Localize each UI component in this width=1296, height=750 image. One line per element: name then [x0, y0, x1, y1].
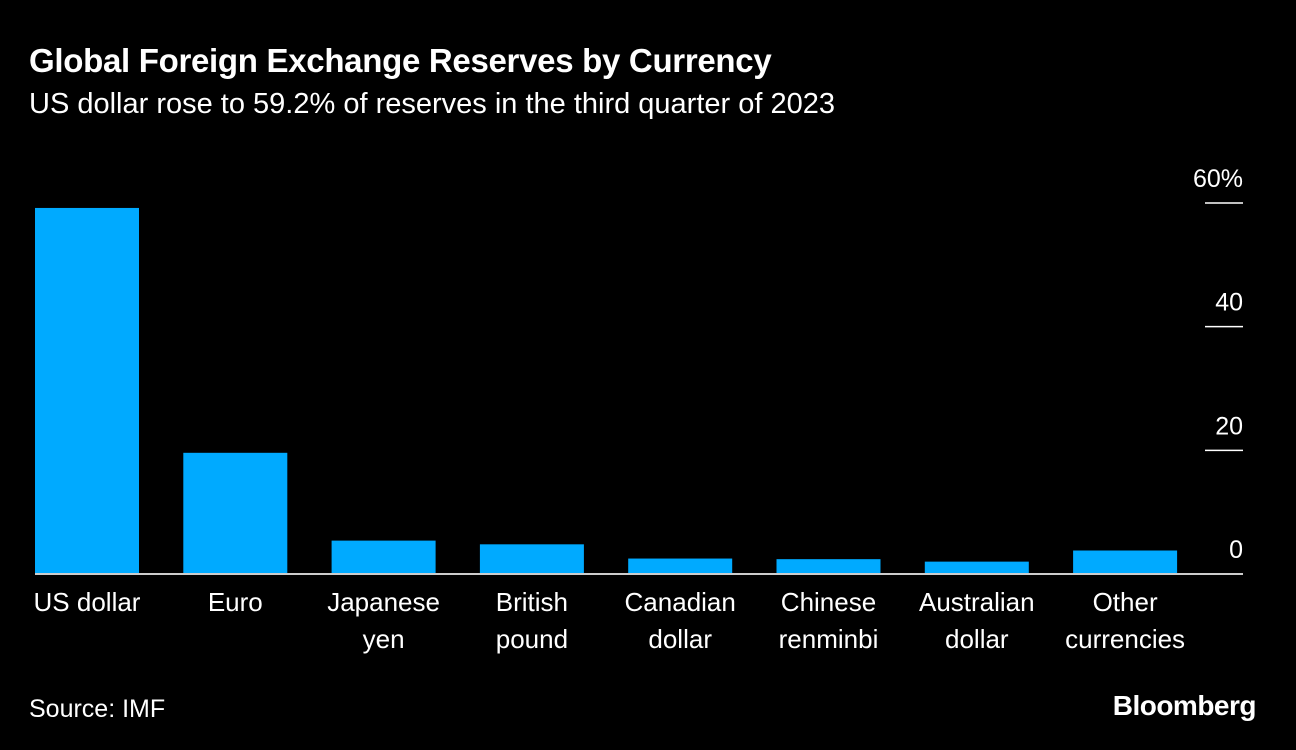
chart-title: Global Foreign Exchange Reserves by Curr…	[29, 42, 772, 79]
x-tick-label: dollar	[945, 624, 1009, 654]
bar-us-dollar	[35, 207, 139, 575]
x-tick-label: Chinese	[781, 587, 876, 617]
chart-subtitle: US dollar rose to 59.2% of reserves in t…	[29, 88, 835, 120]
bar-canadian-dollar	[628, 558, 733, 574]
x-tick-label: renminbi	[779, 624, 879, 654]
y-tick-label: 60%	[1193, 165, 1243, 193]
bar-other-currencies	[1073, 550, 1178, 574]
x-tick-label: currencies	[1065, 624, 1185, 654]
y-tick-label: 20	[1215, 412, 1243, 440]
x-tick-label: yen	[363, 624, 405, 654]
x-tick-label: pound	[496, 624, 568, 654]
bar-japanese-yen	[331, 540, 436, 574]
y-tick-label: 40	[1215, 289, 1243, 317]
x-tick-label: British	[496, 587, 568, 617]
source-note: Source: IMF	[29, 695, 166, 723]
x-tick-label: Other	[1093, 587, 1158, 617]
x-tick-label: Euro	[208, 587, 263, 617]
x-tick-label: Australian	[919, 587, 1035, 617]
x-tick-label: dollar	[648, 624, 712, 654]
bar-chinese-renminbi	[776, 559, 881, 574]
x-tick-label: US dollar	[34, 587, 141, 617]
x-tick-label: Japanese	[327, 587, 440, 617]
bar-british-pound	[479, 544, 584, 574]
x-tick-label: Canadian	[625, 587, 736, 617]
y-tick-label: 0	[1229, 536, 1243, 564]
bar-euro	[183, 452, 288, 574]
bar-australian-dollar	[924, 561, 1029, 574]
bloomberg-logo: Bloomberg	[1112, 690, 1257, 721]
